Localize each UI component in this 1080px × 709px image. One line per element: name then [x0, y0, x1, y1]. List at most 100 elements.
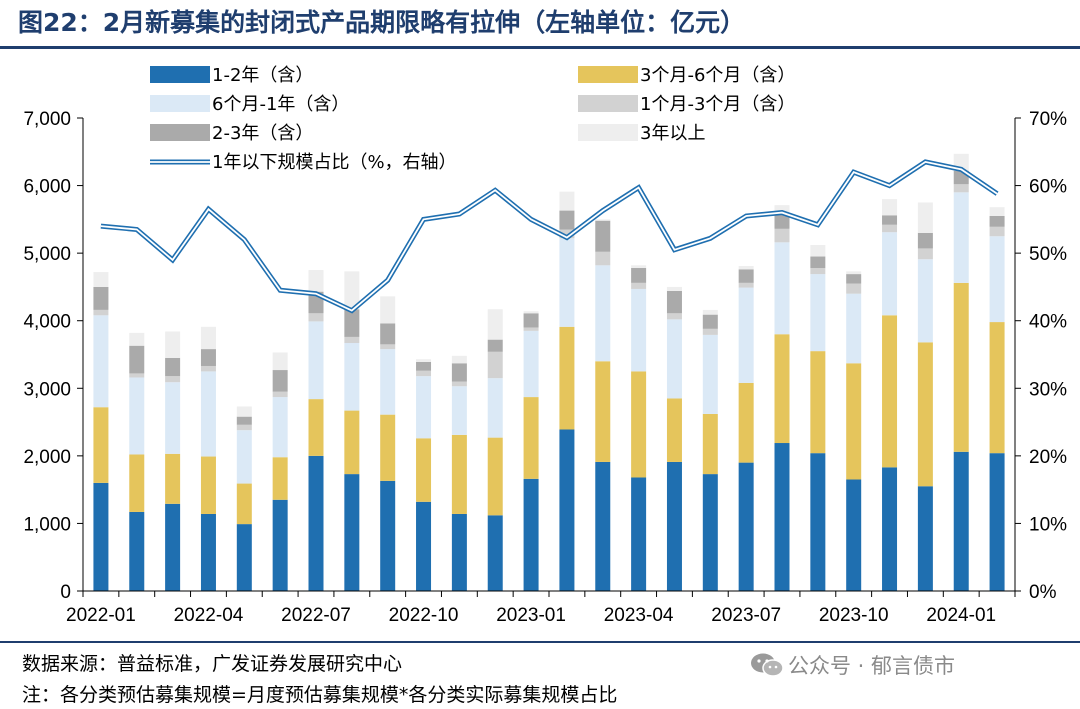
watermark: 公众号 · 郁言债市: [750, 650, 955, 680]
bar-segment-1-2022-05: [236, 483, 252, 525]
legend-swatch-1: [578, 66, 638, 83]
bar-segment-1-2023-01: [523, 397, 539, 479]
y-left-tick-label: 5,000: [23, 244, 71, 265]
bar-segment-5-2023-09: [810, 245, 826, 257]
bar-segment-4-2022-08: [344, 309, 360, 337]
bar-segment-1-2023-04: [631, 371, 647, 478]
bar-segment-3-2023-10: [846, 283, 862, 294]
bar-segment-5-2022-09: [380, 296, 396, 324]
bar-segment-4-2022-10: [416, 361, 432, 371]
bar-segment-4-2023-06: [702, 314, 718, 329]
bar-segment-5-2022-02: [129, 332, 145, 346]
bar-segment-1-2022-07: [308, 399, 324, 456]
bar-segment-4-2023-10: [846, 274, 862, 284]
bar-segment-4-2022-03: [165, 357, 181, 377]
bar-segment-3-2023-09: [810, 268, 826, 275]
bar-segment-0-2023-10: [846, 479, 862, 591]
bar-segment-1-2022-11: [451, 434, 467, 514]
bar-segment-0-2022-04: [200, 513, 216, 591]
legend: 1-2年（含） 3个月-6个月（含） 6个月-1年（含） 1个月-3个月（含） 2-3年…: [150, 65, 795, 173]
bar-segment-3-2022-12: [487, 351, 503, 379]
bar-segment-3-2024-01: [953, 184, 969, 193]
bar-segment-4-2023-05: [666, 290, 682, 314]
line-series-inner: [100, 160, 998, 312]
bar-segment-3-2022-02: [129, 373, 145, 378]
bar-segment-4-2022-12: [487, 339, 503, 352]
bar-segment-1-2023-02: [559, 326, 575, 430]
bar-segment-0-2022-08: [344, 474, 360, 591]
y-right-tick-label: 60%: [1029, 177, 1067, 198]
y-right-tick-label: 50%: [1029, 244, 1067, 265]
bar-segment-4-2023-01: [523, 313, 539, 328]
bar-segment-2-2022-07: [308, 321, 324, 400]
bar-segment-5-2022-01: [93, 272, 109, 287]
title-rule: [0, 46, 1080, 49]
x-tick-label: 2024-01: [926, 605, 996, 626]
bar-segment-5-2023-05: [666, 286, 682, 291]
wechat-icon: [751, 653, 784, 677]
bar-segment-5-2023-11: [882, 199, 898, 216]
y-left-tick-label: 6,000: [23, 177, 71, 198]
bar-segment-4-2023-12: [917, 232, 933, 249]
bar-segment-1-2024-02: [989, 322, 1005, 454]
bar-segment-0-2023-09: [810, 453, 826, 591]
bar-segment-0-2024-02: [989, 453, 1005, 591]
bar-segment-5-2022-07: [308, 270, 324, 292]
note-text: 注：各分类预估募集规模=月度预估募集规模*各分类实际募集规模占比: [22, 684, 618, 706]
bar-segment-1-2022-09: [380, 414, 396, 481]
bar-segment-3-2023-12: [917, 248, 933, 260]
x-tick-label: 2022-07: [281, 605, 351, 626]
y-right-tick-label: 40%: [1029, 312, 1067, 333]
bar-segment-2-2022-06: [272, 397, 288, 458]
bar-segment-2-2022-12: [487, 378, 503, 438]
bar-segment-5-2023-07: [738, 265, 754, 270]
legend-swatch-2: [150, 95, 210, 112]
bars-layer: [93, 153, 1005, 591]
bar-segment-3-2023-01: [523, 327, 539, 331]
bar-segment-1-2023-05: [666, 398, 682, 462]
bar-segment-0-2022-12: [487, 515, 503, 591]
bar-segment-2-2022-09: [380, 349, 396, 415]
source-text: 数据来源：普益标准，广发证券发展研究中心: [22, 653, 403, 675]
legend-swatch-4: [150, 124, 210, 141]
bar-segment-3-2022-11: [451, 381, 467, 387]
bar-segment-2-2023-02: [559, 238, 575, 327]
bar-segment-1-2022-03: [165, 453, 181, 504]
footer-rule: [0, 641, 1080, 643]
bar-segment-5-2023-02: [559, 191, 575, 211]
bar-segment-0-2023-03: [595, 461, 611, 591]
bar-segment-1-2023-07: [738, 382, 754, 463]
y-left-tick-label: 3,000: [23, 379, 71, 400]
x-tick-label: 2022-01: [66, 605, 136, 626]
bar-segment-0-2022-06: [272, 499, 288, 591]
bar-segment-2-2024-02: [989, 236, 1005, 323]
bar-segment-4-2023-03: [595, 220, 611, 252]
bar-segment-3-2023-05: [666, 313, 682, 320]
bar-segment-1-2023-03: [595, 361, 611, 462]
bar-segment-2-2023-11: [882, 232, 898, 316]
bar-segment-5-2023-01: [523, 311, 539, 314]
bar-segment-4-2023-08: [774, 213, 790, 229]
line-layer: [100, 159, 999, 314]
bar-segment-3-2022-05: [236, 424, 252, 431]
bar-segment-4-2023-07: [738, 269, 754, 283]
y-right-tick-label: 0%: [1029, 582, 1057, 603]
bar-segment-5-2024-02: [989, 207, 1005, 216]
bar-segment-5-2023-08: [774, 205, 790, 214]
bar-segment-3-2023-11: [882, 224, 898, 233]
y-right-tick-label: 30%: [1029, 379, 1067, 400]
bar-segment-3-2024-02: [989, 226, 1005, 237]
x-tick-label: 2022-10: [389, 605, 459, 626]
bar-segment-0-2023-02: [559, 429, 575, 591]
bar-segment-2-2023-06: [702, 334, 718, 414]
bar-segment-3-2022-04: [200, 365, 216, 372]
bar-segment-4-2022-04: [200, 349, 216, 366]
bar-segment-3-2022-08: [344, 336, 360, 344]
bar-segment-4-2023-02: [559, 210, 575, 230]
bar-segment-2-2022-11: [451, 386, 467, 435]
bar-segment-3-2022-06: [272, 391, 288, 398]
x-tick-label: 2023-01: [496, 605, 566, 626]
bar-segment-1-2023-09: [810, 351, 826, 454]
legend-label-0: 1-2年（含）: [212, 65, 313, 86]
bar-segment-1-2022-10: [416, 438, 432, 502]
